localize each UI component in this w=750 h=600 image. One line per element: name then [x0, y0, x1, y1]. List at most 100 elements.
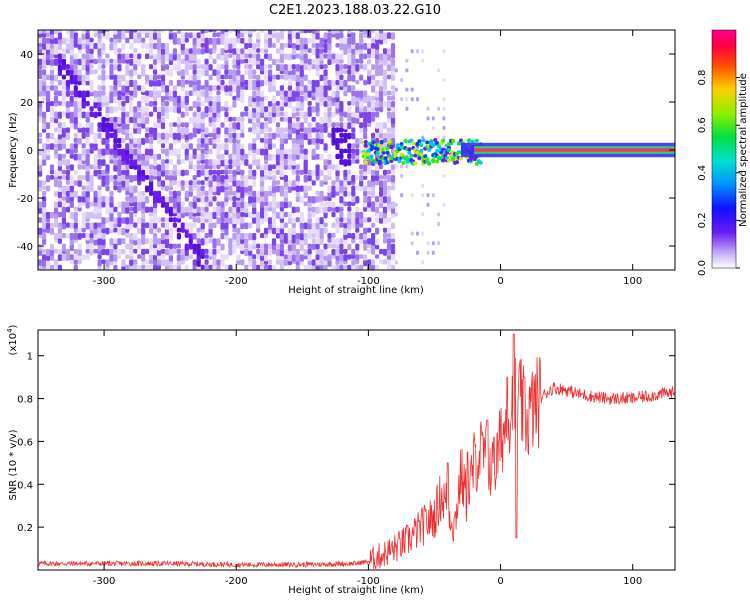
spectrogram-cell	[236, 53, 241, 60]
spectrogram-cell	[379, 196, 384, 204]
spectrogram-cell	[200, 32, 205, 39]
spectrogram-cell	[81, 143, 86, 149]
spectrogram-cell	[283, 222, 288, 228]
spectrogram-cell	[109, 132, 114, 138]
spectrogram-cell	[125, 85, 130, 93]
spectrogram-cell	[275, 106, 281, 112]
spectrogram-cell	[153, 259, 158, 266]
spectrogram-cell	[236, 233, 241, 240]
spectrogram-cell	[271, 238, 277, 246]
spectrogram-cell	[224, 85, 229, 93]
spectrogram-cell	[351, 153, 356, 159]
spectrogram-cell	[315, 30, 320, 33]
spectrogram-cell	[268, 116, 273, 124]
spectrogram-cell	[264, 153, 269, 161]
spectrogram-cell	[291, 238, 296, 244]
spectrogram-cell	[351, 48, 356, 55]
spectrogram-cell	[347, 264, 352, 270]
spectrogram-cell	[204, 143, 209, 151]
spectrogram-cell	[319, 259, 324, 266]
spectrogram-cell	[53, 264, 59, 270]
spectrogram-cell	[264, 95, 269, 101]
spectrogram-cell	[192, 217, 197, 223]
spectrogram-cell	[200, 30, 205, 34]
spectrogram-cell	[303, 222, 308, 230]
spectrogram-cell	[137, 227, 142, 234]
spectrogram-cell	[268, 164, 273, 171]
spectrogram-cell	[363, 90, 368, 98]
spectrogram-cell	[379, 127, 384, 134]
spectrogram-cell	[53, 153, 59, 159]
spectrogram-cell	[240, 32, 245, 37]
spectrogram-cell	[172, 122, 177, 127]
spectrogram-cell	[371, 132, 376, 139]
spectrogram-cell	[93, 238, 98, 246]
spectrogram-cell	[410, 87, 414, 92]
spectrogram-cell	[319, 74, 324, 82]
spectrogram-cell	[405, 87, 409, 92]
spectrogram-cell	[248, 143, 253, 151]
spectrogram-cell	[77, 248, 82, 256]
spectrogram-cell	[359, 101, 364, 109]
spectrogram-cell	[81, 101, 86, 109]
spectrogram-cell	[355, 185, 360, 191]
spectrogram-cell	[299, 106, 304, 112]
spectrogram-cell	[57, 222, 62, 228]
spectrogram-cell	[149, 254, 154, 260]
spectrogram-cell	[188, 238, 193, 245]
spectrogram-cell	[73, 259, 78, 265]
spectrogram-cell	[196, 248, 201, 256]
spectrogram-cell	[85, 32, 90, 40]
spectrogram-cell	[168, 148, 173, 156]
spectrogram-cell	[200, 48, 205, 55]
spectrogram-cell	[283, 111, 288, 118]
spectrogram-cell	[192, 148, 197, 155]
spectrogram-cell	[184, 32, 189, 38]
spectrogram-cell	[121, 175, 126, 181]
spectrogram-cell	[347, 243, 352, 251]
spectrogram-cell	[371, 259, 376, 265]
spectrogram-cell	[97, 122, 102, 128]
spectrogram-cell	[168, 122, 173, 128]
spectrogram-cell	[117, 116, 122, 124]
spectrogram-cell	[113, 37, 118, 45]
spectrogram-cell	[109, 196, 114, 203]
spectrogram-cell	[323, 32, 328, 40]
spectrogram-cell	[220, 206, 225, 213]
spectrogram-cell	[351, 217, 356, 224]
spectrogram-cell	[268, 138, 273, 145]
spectrogram-cell	[299, 43, 304, 50]
spectrogram-cell	[359, 169, 364, 175]
spectrogram-cell	[315, 48, 320, 55]
spectrogram-cell	[371, 101, 376, 109]
spectrogram-cell	[85, 159, 90, 166]
spectrogram-cell	[240, 211, 245, 217]
spectrogram-cell	[311, 58, 316, 64]
spectrogram-cell	[172, 64, 177, 70]
spectrogram-cell	[232, 243, 237, 250]
spectrogram-cell	[343, 217, 348, 224]
spectrogram-cell	[426, 241, 430, 246]
spectrogram-cell	[236, 37, 241, 44]
spectrogram-cell	[383, 156, 388, 161]
spectrogram-cell	[204, 264, 209, 270]
spectrogram-cell	[113, 30, 118, 35]
spectrogram-cell	[363, 132, 368, 140]
spectrogram-cell	[264, 164, 269, 171]
spectrogram-cell	[65, 64, 70, 70]
spectrogram-cell	[89, 43, 94, 49]
spectrogram-cell	[343, 169, 348, 177]
spectrogram-cell	[339, 148, 344, 155]
spectrogram-cell	[252, 69, 257, 75]
spectrogram-cell	[172, 164, 177, 172]
spectrogram-cell	[172, 222, 177, 228]
spectrogram-cell	[343, 248, 348, 255]
spectrogram-cell	[61, 254, 66, 261]
spectrogram-cell	[224, 101, 229, 108]
spectrogram-cell	[57, 79, 62, 86]
spectrogram-cell	[196, 259, 201, 267]
spectrogram-cell	[386, 74, 392, 80]
spectrogram-cell	[164, 101, 170, 107]
spectrogram-cell	[196, 143, 201, 151]
spectrogram-cell	[240, 53, 245, 60]
